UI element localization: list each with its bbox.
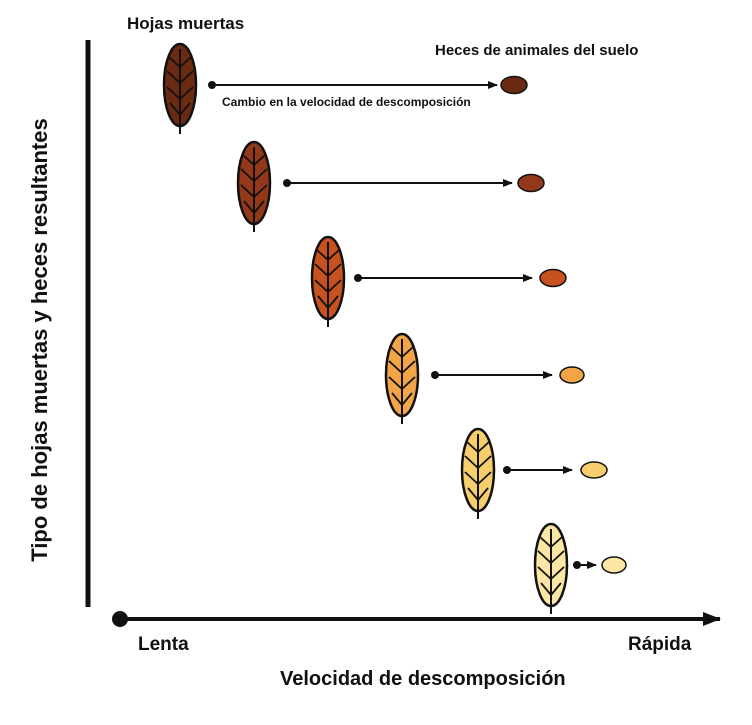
soil-animal-feces-label: Heces de animales del suelo [435,42,639,59]
row-1 [162,42,528,134]
feces-pellet-icon [559,366,585,384]
rows-layer [162,42,627,614]
slow-label: Lenta [138,634,189,655]
dead-leaves-label: Hojas muertas [127,14,245,33]
leaf-icon [460,427,496,519]
leaf-icon [162,42,198,134]
rate-change-label: Cambio en la velocidad de descomposición [222,95,471,109]
fast-label: Rápida [628,634,692,655]
feces-pellet-icon [500,75,528,95]
feces-pellet-icon [601,556,627,574]
row-3 [310,235,567,327]
row-5 [460,427,608,519]
leaf-icon [533,522,569,614]
leaf-icon [236,140,272,232]
feces-pellet-icon [539,268,567,288]
feces-pellet-icon [580,461,608,479]
row-4 [384,332,585,424]
y-axis-title: Tipo de hojas muertas y heces resultante… [27,118,52,562]
x-axis-title: Velocidad de descomposición [280,668,566,690]
row-6 [533,522,627,614]
leaf-icon [310,235,346,327]
leaf-icon [384,332,420,424]
row-2 [236,140,545,232]
x-axis-origin-dot [112,611,128,627]
feces-pellet-icon [517,173,545,193]
